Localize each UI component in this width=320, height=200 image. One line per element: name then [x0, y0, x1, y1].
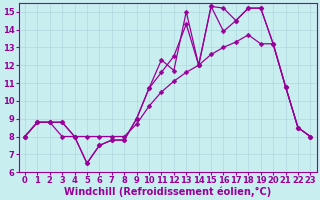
- X-axis label: Windchill (Refroidissement éolien,°C): Windchill (Refroidissement éolien,°C): [64, 187, 271, 197]
